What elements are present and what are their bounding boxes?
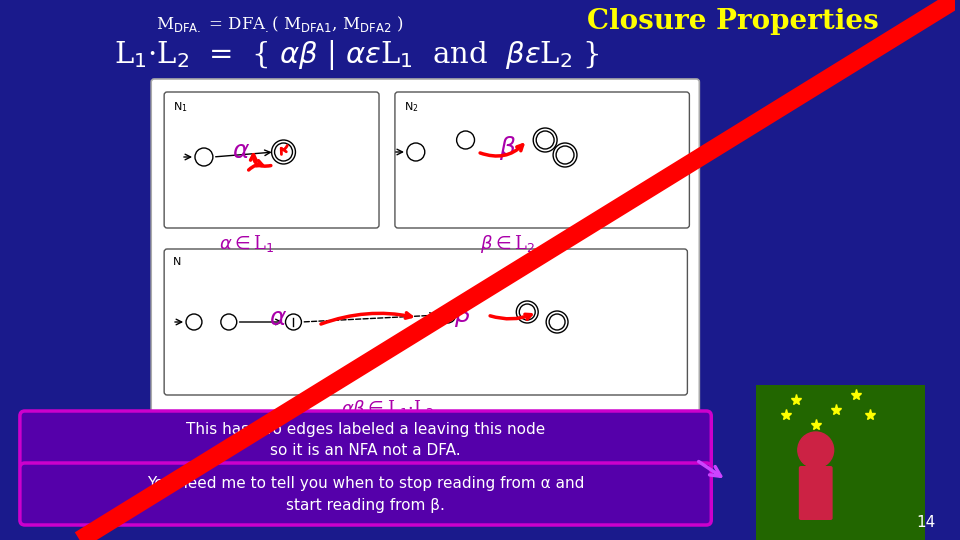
FancyBboxPatch shape [799,466,832,520]
Text: $\alpha$: $\alpha$ [231,139,250,163]
Text: N: N [173,257,181,267]
Text: Closure Properties: Closure Properties [587,8,878,35]
Text: $\alpha\beta$$\in$L$_1$·L$_2$: $\alpha\beta$$\in$L$_1$·L$_2$ [342,398,435,420]
Text: L$_1$·L$_2$  =  { $\alpha\beta$ | $\alpha\epsilon$L$_1$  and  $\beta\epsilon$L$_: L$_1$·L$_2$ = { $\alpha\beta$ | $\alpha\… [114,38,600,72]
Text: 14: 14 [916,515,935,530]
FancyBboxPatch shape [152,79,699,415]
FancyBboxPatch shape [756,385,925,540]
Text: $\alpha$$\in$L$_1$: $\alpha$$\in$L$_1$ [219,233,275,254]
FancyBboxPatch shape [20,463,711,525]
Text: You need me to tell you when to stop reading from α and: You need me to tell you when to stop rea… [147,476,585,491]
Text: N$_2$: N$_2$ [404,100,419,114]
Text: start reading from β.: start reading from β. [286,498,445,513]
Text: $\beta$: $\beta$ [454,301,471,329]
Circle shape [798,432,833,468]
FancyBboxPatch shape [395,92,689,228]
FancyBboxPatch shape [20,411,711,469]
Text: $\alpha$: $\alpha$ [270,306,288,330]
Text: $\beta$$\in$L$_2$: $\beta$$\in$L$_2$ [480,233,535,255]
Text: so it is an NFA not a DFA.: so it is an NFA not a DFA. [271,443,461,458]
Text: This has two edges labeled a leaving this node: This has two edges labeled a leaving thi… [186,422,545,437]
Text: M$_{\rm DFA.}$ = DFA$_.$( M$_{\rm DFA1}$, M$_{\rm DFA2}$ ): M$_{\rm DFA.}$ = DFA$_.$( M$_{\rm DFA1}$… [156,14,403,34]
Text: N$_1$: N$_1$ [173,100,188,114]
Text: $\beta$: $\beta$ [499,134,516,162]
FancyBboxPatch shape [164,92,379,228]
FancyBboxPatch shape [164,249,687,395]
